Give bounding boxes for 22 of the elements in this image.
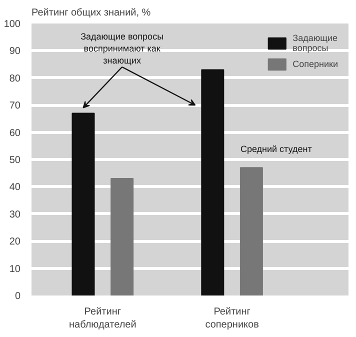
x-tick-label: Рейтинг соперников [205, 306, 259, 331]
bar [240, 167, 263, 296]
y-tick-label: 0 [14, 291, 21, 302]
y-tick-label: 70 [9, 100, 21, 112]
bar [110, 178, 134, 296]
chart-title: Рейтинг общих знаний, % [32, 8, 151, 18]
legend-label: Соперники [292, 59, 338, 69]
y-tick-label: 30 [9, 209, 21, 220]
y-tick-label: 50 [9, 155, 21, 166]
x-tick-label: Рейтинг наблюдателей [68, 306, 136, 331]
bar [201, 69, 224, 296]
y-tick-label: 60 [9, 128, 21, 139]
y-tick-label: 40 [9, 182, 21, 194]
annotation: Средний студент [240, 144, 312, 154]
annotation: Задающие вопросы воспринимают как знающих [80, 32, 164, 66]
y-tick-label: 10 [9, 264, 21, 275]
y-tick-label: 80 [9, 73, 21, 84]
y-tick-label: 90 [9, 46, 21, 58]
legend-label: Задающие вопросы [292, 33, 338, 53]
y-tick-label: 100 [4, 19, 21, 30]
bar [72, 112, 95, 296]
y-tick-label: 20 [9, 236, 21, 248]
